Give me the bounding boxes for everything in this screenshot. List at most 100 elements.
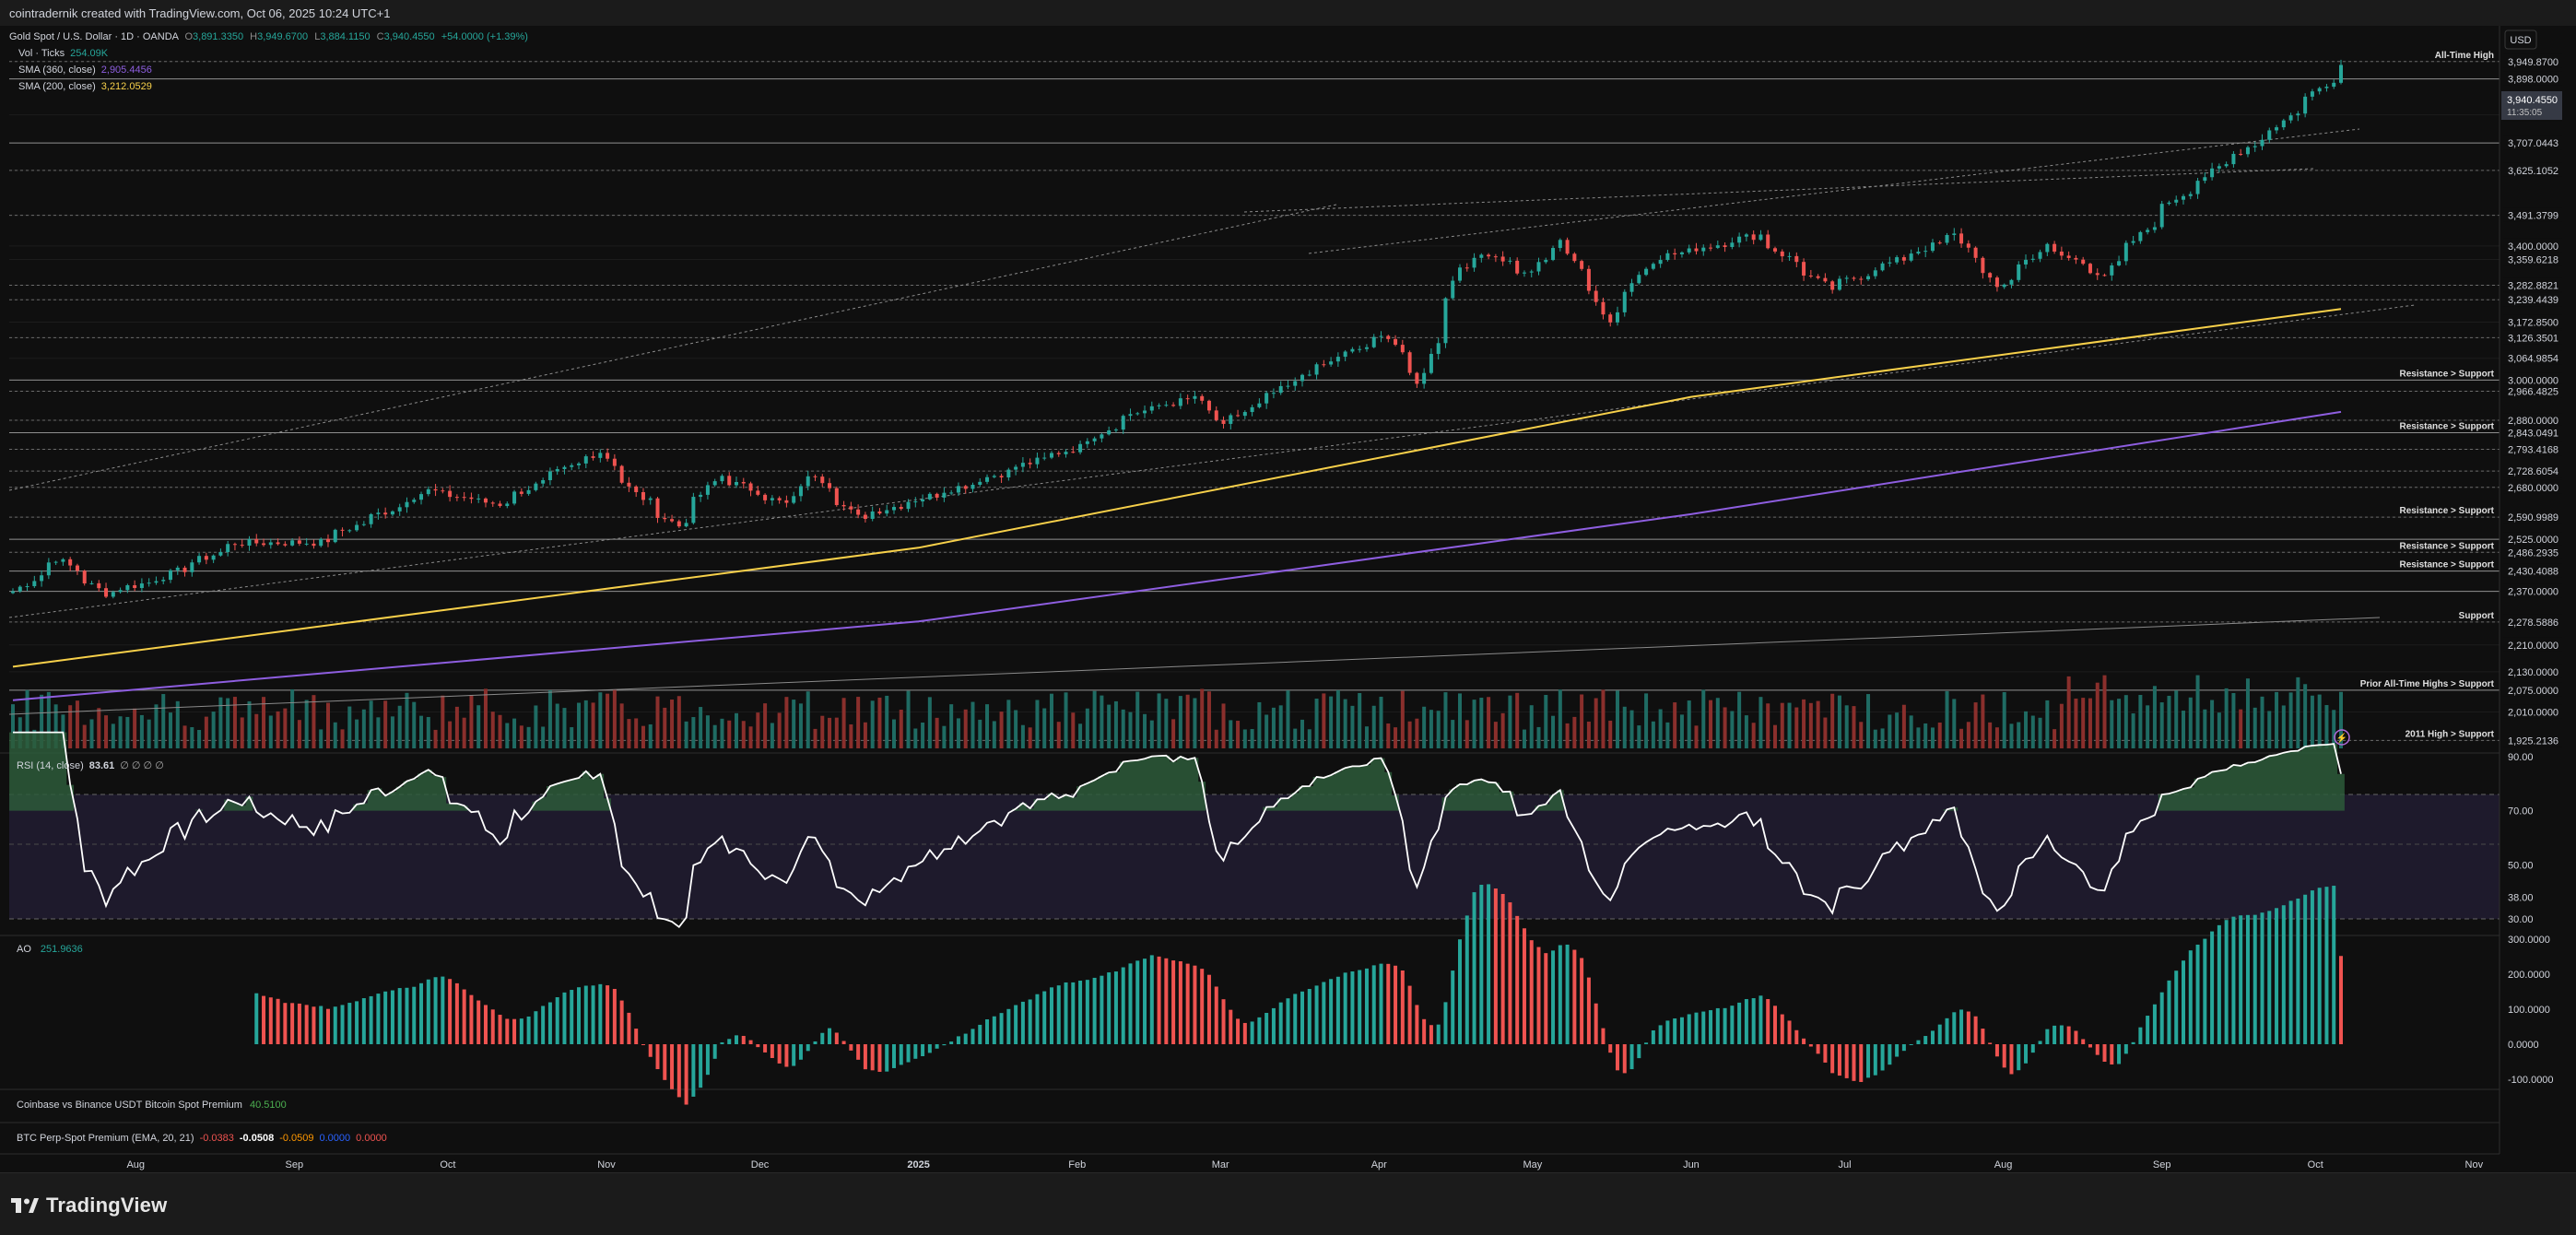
- candle-body[interactable]: [2123, 242, 2128, 262]
- candle-body[interactable]: [1973, 247, 1978, 258]
- candle-body[interactable]: [75, 565, 79, 571]
- candle-body[interactable]: [139, 583, 144, 589]
- candle-body[interactable]: [1923, 251, 1928, 253]
- candle-body[interactable]: [655, 498, 660, 518]
- candle-body[interactable]: [2324, 87, 2329, 88]
- candle-body[interactable]: [792, 496, 796, 503]
- candle-body[interactable]: [1143, 410, 1147, 414]
- candle-body[interactable]: [1206, 400, 1211, 411]
- candle-body[interactable]: [1464, 267, 1469, 269]
- candle-body[interactable]: [1014, 466, 1018, 470]
- candle-body[interactable]: [828, 483, 832, 488]
- candle-body[interactable]: [433, 488, 438, 491]
- candle-body[interactable]: [347, 530, 352, 532]
- candle-body[interactable]: [1407, 352, 1412, 373]
- candle-body[interactable]: [813, 476, 817, 477]
- candle-body[interactable]: [1723, 245, 1727, 248]
- candle-body[interactable]: [2239, 153, 2243, 155]
- candle-body[interactable]: [1429, 353, 1433, 373]
- candle-body[interactable]: [2303, 96, 2308, 114]
- candle-body[interactable]: [612, 458, 617, 466]
- candle-body[interactable]: [118, 590, 123, 593]
- candle-body[interactable]: [1508, 260, 1512, 262]
- candle-body[interactable]: [268, 542, 273, 546]
- candle-body[interactable]: [1873, 270, 1877, 276]
- candle-body[interactable]: [2095, 273, 2100, 276]
- candle-body[interactable]: [1930, 242, 1935, 252]
- candle-body[interactable]: [498, 503, 502, 507]
- candle-body[interactable]: [1020, 463, 1025, 467]
- candle-body[interactable]: [1049, 453, 1053, 458]
- candle-body[interactable]: [1802, 262, 1806, 276]
- candle-body[interactable]: [1171, 405, 1176, 406]
- candle-body[interactable]: [97, 582, 101, 589]
- candle-body[interactable]: [1236, 415, 1241, 417]
- candle-body[interactable]: [2030, 258, 2035, 260]
- candle-body[interactable]: [2024, 259, 2029, 265]
- candle-body[interactable]: [1394, 338, 1398, 346]
- candle-body[interactable]: [312, 543, 316, 547]
- candle-body[interactable]: [1358, 348, 1362, 350]
- candle-body[interactable]: [547, 471, 552, 480]
- candle-body[interactable]: [1400, 345, 1405, 353]
- candle-body[interactable]: [2188, 194, 2193, 196]
- candle-body[interactable]: [204, 556, 208, 560]
- candle-body[interactable]: [89, 582, 94, 584]
- candle-body[interactable]: [670, 519, 675, 522]
- candle-body[interactable]: [1744, 234, 1748, 237]
- candle-body[interactable]: [1844, 277, 1849, 279]
- candle-body[interactable]: [526, 489, 531, 494]
- candle-body[interactable]: [2066, 255, 2071, 258]
- candle-body[interactable]: [154, 581, 159, 583]
- candle-body[interactable]: [1823, 277, 1828, 282]
- candle-body[interactable]: [1601, 301, 1606, 315]
- candle-body[interactable]: [2167, 202, 2171, 205]
- candle-body[interactable]: [168, 570, 172, 581]
- candle-body[interactable]: [2288, 115, 2293, 121]
- candle-body[interactable]: [591, 456, 595, 458]
- candle-body[interactable]: [469, 497, 474, 500]
- candle-body[interactable]: [383, 512, 388, 515]
- candle-body[interactable]: [2260, 139, 2264, 147]
- candle-body[interactable]: [2053, 243, 2057, 252]
- candle-body[interactable]: [1644, 268, 1649, 276]
- candle-body[interactable]: [1959, 233, 1964, 244]
- candle-body[interactable]: [820, 476, 825, 484]
- candle-body[interactable]: [247, 538, 252, 547]
- candle-body[interactable]: [40, 575, 44, 582]
- candle-body[interactable]: [1042, 457, 1047, 459]
- candle-body[interactable]: [1937, 242, 1942, 244]
- candle-body[interactable]: [1064, 452, 1068, 454]
- candle-body[interactable]: [1364, 347, 1369, 349]
- candle-body[interactable]: [405, 501, 409, 508]
- candle-body[interactable]: [190, 562, 194, 572]
- candle-body[interactable]: [684, 523, 688, 527]
- candle-body[interactable]: [1709, 247, 1713, 249]
- candle-body[interactable]: [1329, 361, 1334, 365]
- candle-body[interactable]: [2210, 168, 2215, 178]
- candle-body[interactable]: [1436, 343, 1441, 354]
- candle-body[interactable]: [2245, 147, 2250, 155]
- candle-body[interactable]: [899, 507, 903, 510]
- candle-body[interactable]: [283, 544, 288, 546]
- candle-body[interactable]: [1487, 254, 1491, 257]
- candle-body[interactable]: [68, 559, 73, 566]
- candle-body[interactable]: [1135, 413, 1140, 415]
- candle-body[interactable]: [2009, 279, 2014, 285]
- candle-body[interactable]: [570, 465, 574, 467]
- candle-body[interactable]: [2159, 204, 2164, 228]
- candle-body[interactable]: [705, 485, 710, 495]
- candle-body[interactable]: [369, 513, 373, 524]
- candle-body[interactable]: [1594, 290, 1598, 302]
- candle-body[interactable]: [891, 507, 896, 511]
- candle-body[interactable]: [1830, 281, 1835, 290]
- alert-lightning-icon[interactable]: [2334, 729, 2350, 746]
- candle-body[interactable]: [82, 570, 87, 584]
- candle-body[interactable]: [1092, 438, 1097, 441]
- candle-body[interactable]: [211, 555, 216, 560]
- candle-body[interactable]: [1371, 336, 1376, 347]
- candle-body[interactable]: [2182, 195, 2186, 200]
- candle-body[interactable]: [161, 580, 166, 582]
- candle-body[interactable]: [699, 494, 703, 498]
- candle-body[interactable]: [519, 491, 523, 494]
